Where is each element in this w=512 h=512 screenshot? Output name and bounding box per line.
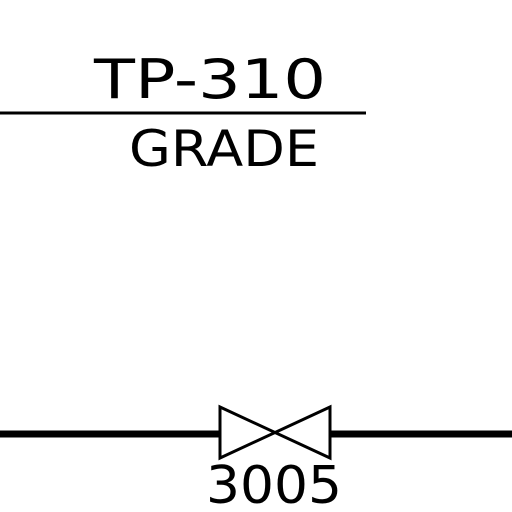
tag-sublabel: GRADE <box>129 120 319 178</box>
tag-number-label: TP-310 <box>93 48 326 111</box>
gate-valve-icon[interactable] <box>218 404 332 461</box>
valve-body-outline <box>218 404 332 461</box>
valve-number-label: 3005 <box>206 456 342 512</box>
